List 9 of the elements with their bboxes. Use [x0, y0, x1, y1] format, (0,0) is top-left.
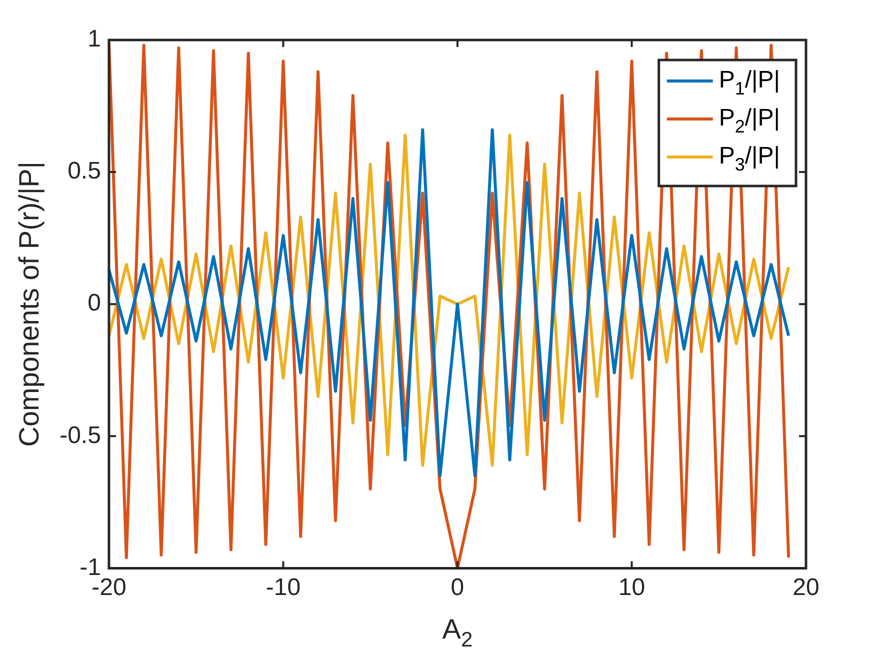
y-tick-label: -0.5 — [60, 422, 101, 449]
x-tick-label: 20 — [792, 574, 820, 602]
x-tick-label: 0 — [450, 574, 464, 602]
y-axis-title: Components of P(r)/|P| — [14, 161, 45, 447]
x-tick-label: -10 — [266, 574, 301, 602]
y-tick-label: 0.5 — [68, 158, 101, 185]
y-tick-label: 1 — [88, 26, 101, 53]
x-tick-label: 10 — [618, 574, 646, 602]
y-tick-label: 0 — [88, 290, 101, 317]
